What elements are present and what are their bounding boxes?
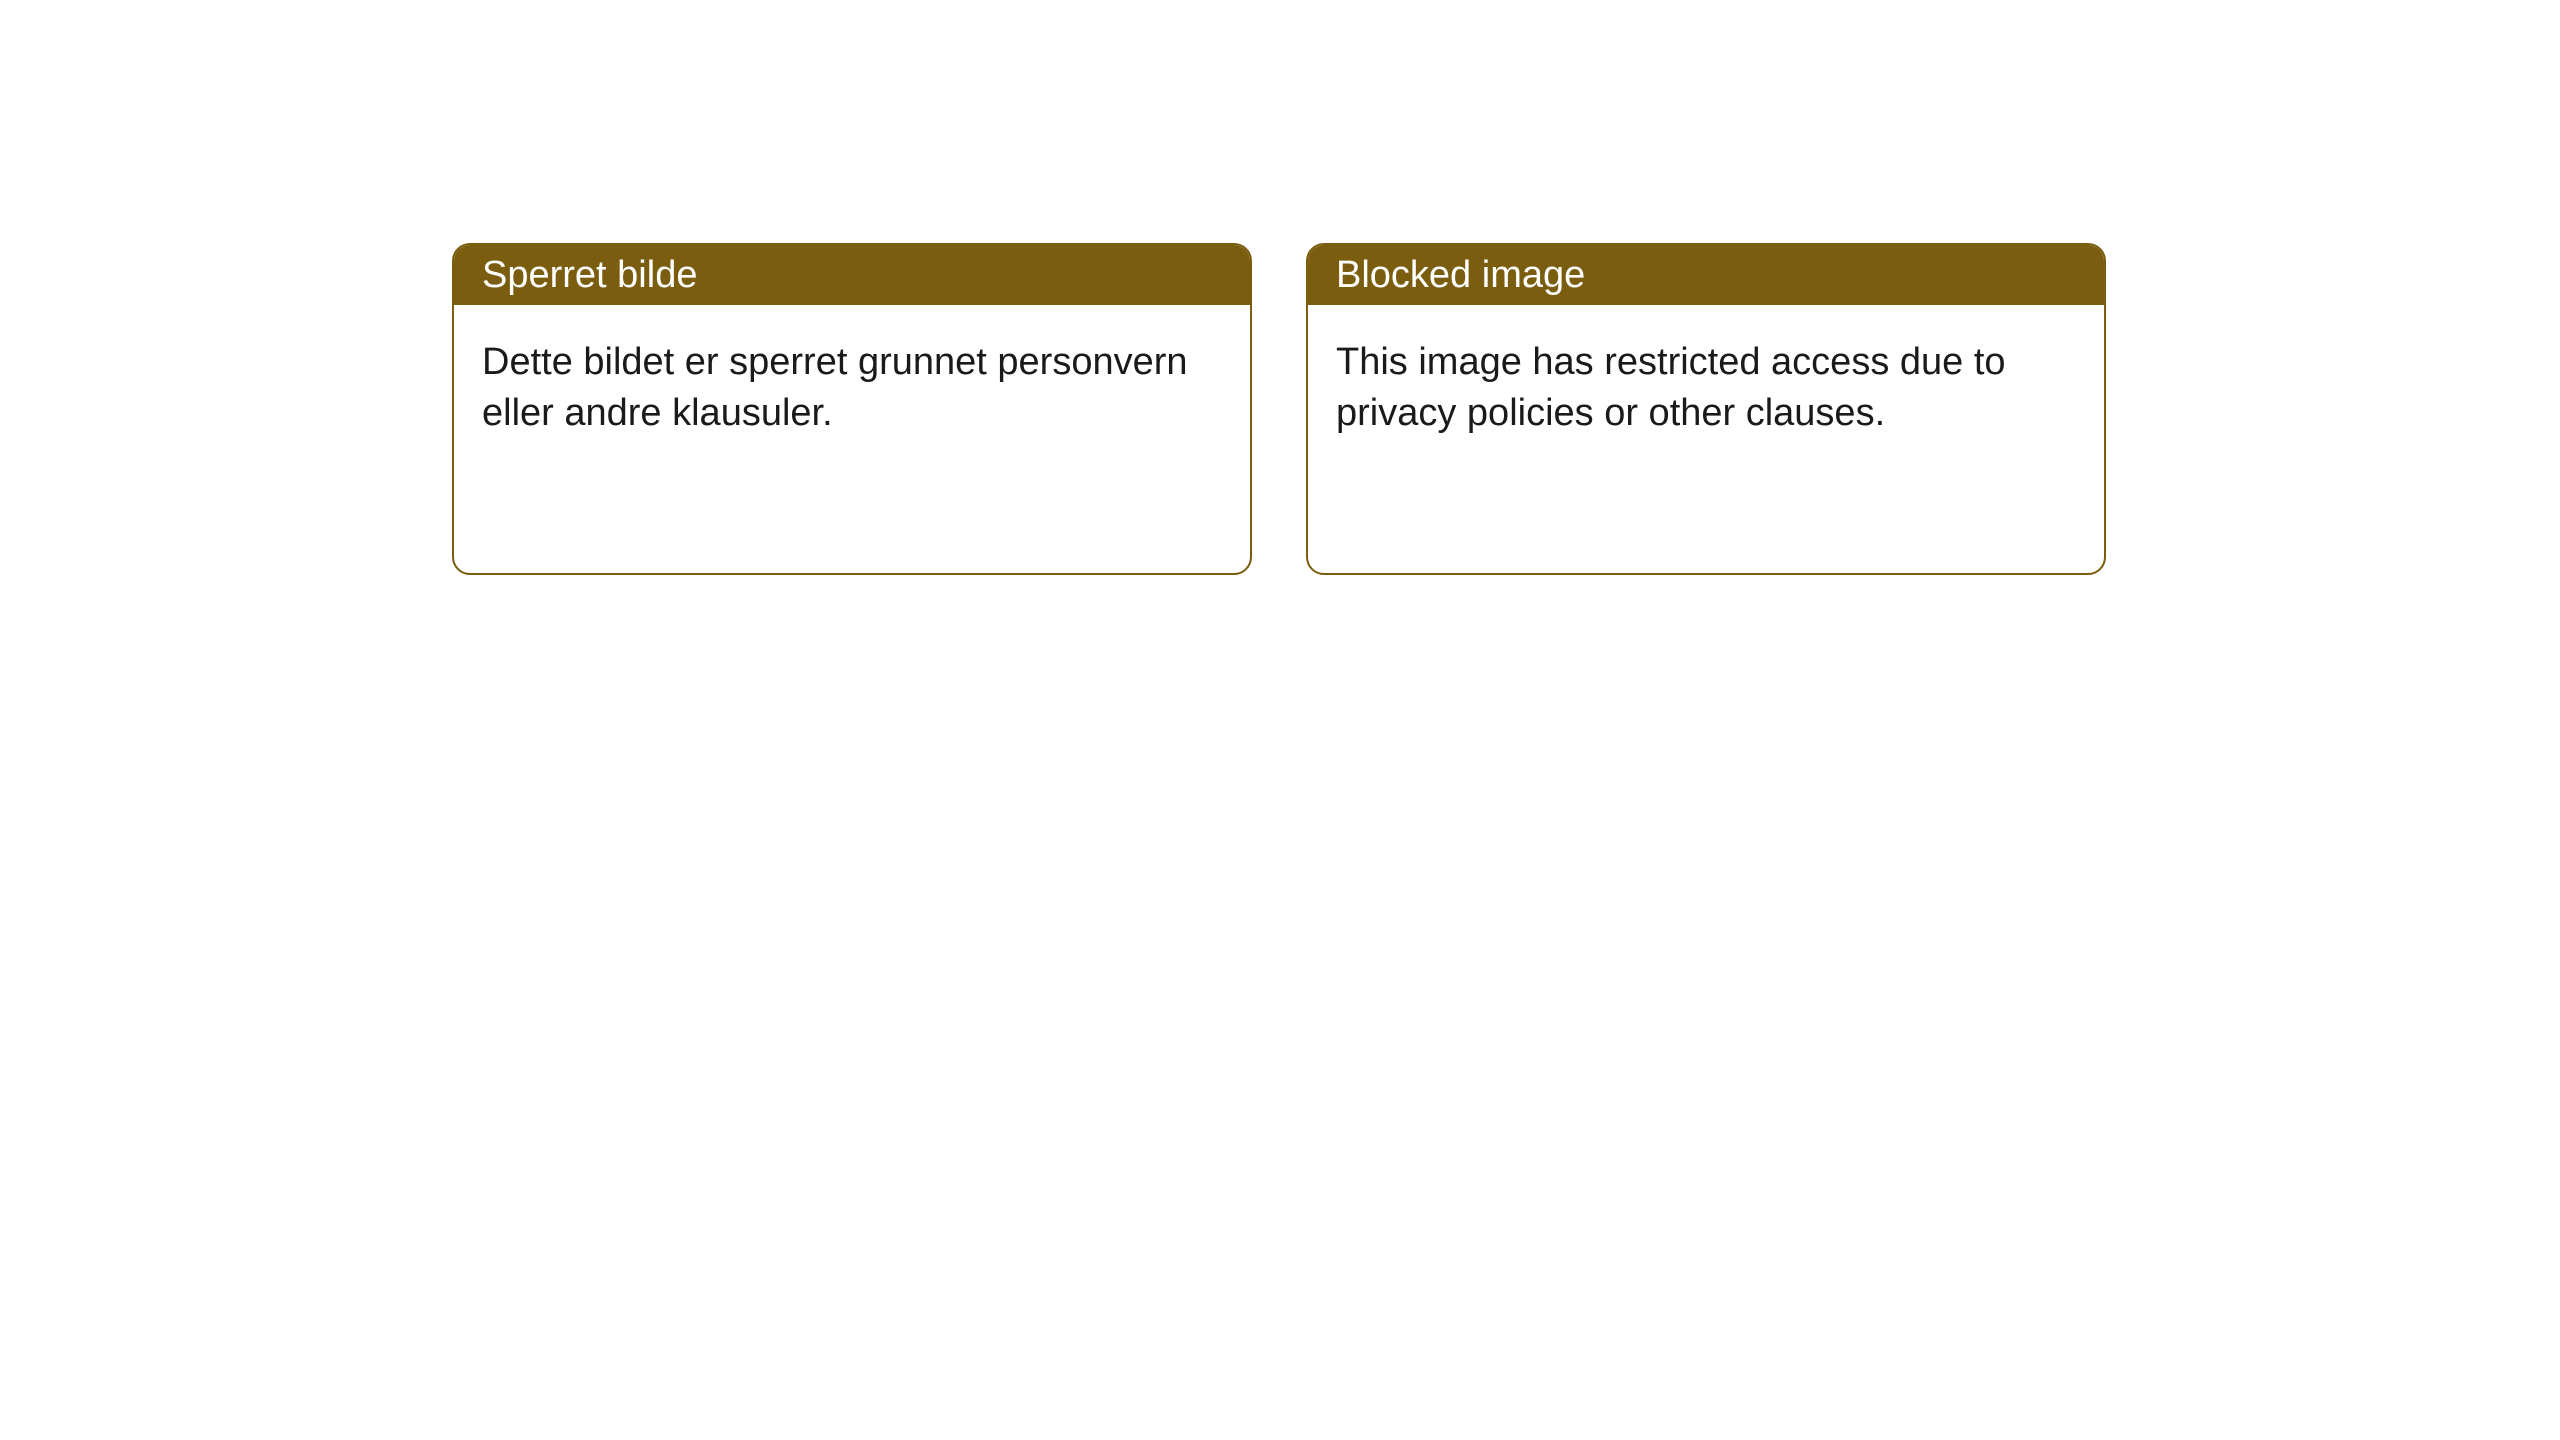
notice-title: Blocked image [1336, 254, 1585, 297]
notice-card-norwegian: Sperret bilde Dette bildet er sperret gr… [452, 243, 1252, 575]
notice-card-english: Blocked image This image has restricted … [1306, 243, 2106, 575]
notice-body: This image has restricted access due to … [1308, 305, 2104, 472]
notice-title: Sperret bilde [482, 254, 697, 297]
notice-cards-container: Sperret bilde Dette bildet er sperret gr… [452, 243, 2106, 575]
notice-body: Dette bildet er sperret grunnet personve… [454, 305, 1250, 472]
notice-body-text: Dette bildet er sperret grunnet personve… [482, 341, 1188, 434]
notice-header: Sperret bilde [454, 245, 1250, 305]
notice-header: Blocked image [1308, 245, 2104, 305]
notice-body-text: This image has restricted access due to … [1336, 341, 2006, 434]
